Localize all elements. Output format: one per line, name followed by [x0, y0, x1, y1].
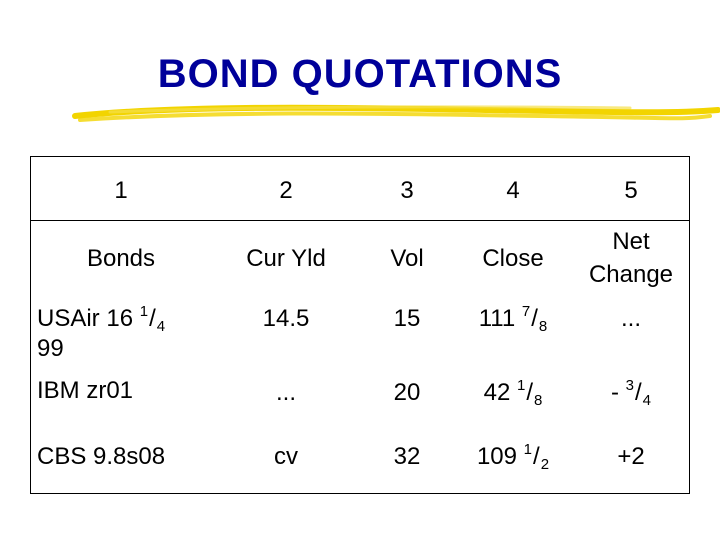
table-row-close: 109 1/2	[476, 441, 550, 473]
column-number-3: 3	[400, 177, 414, 204]
fraction-numerator: 1	[517, 377, 526, 394]
table-row-bond-name: USAir 16 1/4	[37, 303, 166, 335]
table-row-vol: 20	[393, 379, 421, 406]
table-row-bond-name: IBM zr01	[37, 377, 134, 404]
table-row-cur-yld: cv	[274, 443, 298, 470]
fraction-numerator: 1	[523, 441, 533, 458]
fraction-denominator: 2	[540, 456, 550, 473]
table-row-cur-yld: ...	[275, 379, 297, 406]
column-header-close: Close	[482, 245, 544, 272]
table-row-vol: 32	[393, 443, 421, 470]
table-row-close: 42 1/8	[483, 377, 543, 409]
column-number-4: 4	[506, 177, 520, 204]
table-row-net-change: - 3/4	[610, 377, 652, 409]
table-row-cur-yld: 14.5	[262, 305, 310, 332]
net-change-sign: -	[610, 379, 619, 406]
column-number-2: 2	[279, 177, 293, 204]
fraction-denominator: 8	[538, 318, 548, 335]
bond-quotations-table: 1 2 3 4 5 Bonds Cur Yld Vol Close Net Ch…	[30, 156, 690, 494]
fraction-denominator: 8	[534, 392, 543, 409]
column-header-bonds: Bonds	[86, 245, 156, 272]
column-header-net-change-line2: Change	[588, 261, 674, 288]
fraction-numerator: 7	[521, 303, 531, 320]
column-header-cur-yld: Cur Yld	[246, 245, 326, 272]
column-number-1: 1	[114, 177, 128, 204]
close-whole: 109	[476, 443, 518, 470]
table-row-close: 111 7/8	[478, 303, 548, 335]
table-row-bond-name: CBS 9.8s08	[37, 443, 166, 470]
column-number-5: 5	[624, 177, 638, 204]
close-whole: 111	[478, 305, 516, 332]
title-underline	[72, 104, 720, 122]
page-title: BOND QUOTATIONS	[157, 52, 563, 96]
header-divider	[31, 220, 689, 221]
column-header-net-change-line1: Net	[612, 228, 650, 255]
fraction-denominator: 4	[642, 392, 652, 409]
table-row-vol: 15	[393, 305, 421, 332]
table-row-bond-year: 99	[37, 335, 64, 362]
close-whole: 42	[483, 379, 511, 406]
fraction-denominator: 4	[156, 318, 166, 335]
table-row-net-change: ...	[620, 305, 642, 332]
fraction-numerator: 3	[625, 377, 634, 394]
table-row-net-change: +2	[617, 443, 645, 470]
bond-name-text: USAir 16	[37, 305, 134, 332]
column-header-vol: Vol	[390, 245, 424, 272]
fraction-numerator: 1	[139, 303, 149, 320]
